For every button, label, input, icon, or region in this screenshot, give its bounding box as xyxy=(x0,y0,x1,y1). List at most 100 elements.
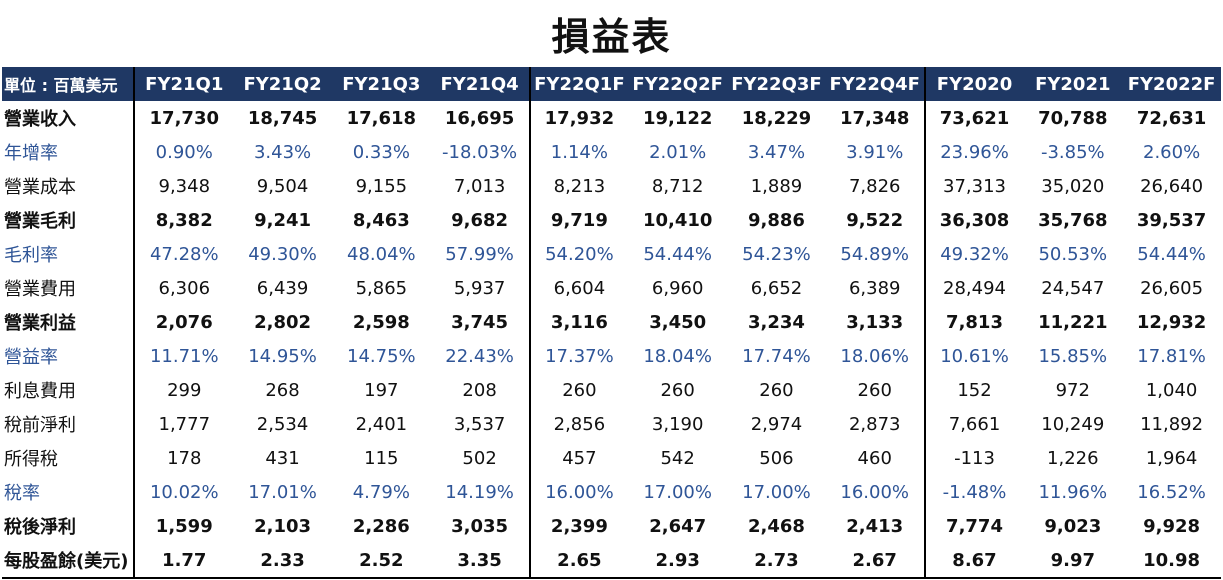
table-cell: 11.96% xyxy=(1038,481,1108,503)
table-cell: 6,652 xyxy=(750,277,803,299)
table-cell: 19,122 xyxy=(642,107,713,129)
table-row: 利息費用 299 268 197 208 260 260 260 260 152 972 1,040 xyxy=(2,373,1221,407)
table-cell: 18.06% xyxy=(825,339,926,373)
table-cell: 48.04% xyxy=(347,243,416,265)
table-cell: -3.85% xyxy=(1040,141,1105,163)
table-cell: 2,076 xyxy=(155,311,213,333)
table-cell: 460 xyxy=(825,441,926,475)
table-cell: 2.67 xyxy=(825,543,926,579)
table-cell: 10,249 xyxy=(1041,413,1105,435)
table-cell: 4.79% xyxy=(352,481,410,503)
table-cell: 9,023 xyxy=(1044,515,1102,537)
table-cell: 17.37% xyxy=(545,345,614,367)
column-header: FY22Q2F xyxy=(628,67,728,101)
table-row: 營業費用 6,306 6,439 5,865 5,937 6,604 6,960 6,652 6… xyxy=(2,271,1221,305)
table-cell: 9,348 xyxy=(158,175,211,197)
table-cell: 36,308 xyxy=(939,209,1010,231)
table-cell: 16.00% xyxy=(825,475,926,509)
table-cell: -1.48% xyxy=(942,481,1007,503)
row-label: 稅後淨利 xyxy=(2,509,136,543)
table-row: 稅前淨利 1,777 2,534 2,401 3,537 2,856 3,190 2,974 2… xyxy=(2,407,1221,441)
table-cell: 10,410 xyxy=(642,209,713,231)
table-cell: 1,889 xyxy=(750,175,803,197)
table-cell: 10.98 xyxy=(1122,543,1221,579)
table-cell: 17.81% xyxy=(1137,345,1206,367)
table-cell: 9,719 xyxy=(550,209,608,231)
table-cell: 39,537 xyxy=(1136,209,1207,231)
table-cell: 9.97 xyxy=(1023,543,1123,579)
table-header-row: 單位 : 百萬美元 FY21Q1 FY21Q2 FY21Q3 FY21Q4 FY… xyxy=(2,67,1221,101)
table-cell: 2,873 xyxy=(825,407,926,441)
table-row: 年增率 0.90% 3.43% 0.33% -18.03% 1.14% 2.01% 3.47%… xyxy=(2,135,1221,169)
table-cell: 49.32% xyxy=(940,243,1009,265)
table-cell: 26,605 xyxy=(1140,277,1204,299)
table-cell: 23.96% xyxy=(940,141,1009,163)
table-cell: 28,494 xyxy=(943,277,1006,299)
table-cell: 8,463 xyxy=(352,209,410,231)
table-cell: 6,389 xyxy=(825,271,926,305)
table-cell: 6,439 xyxy=(256,277,309,299)
table-cell: 2.65 xyxy=(529,543,629,579)
table-cell: 17,932 xyxy=(544,107,615,129)
table-cell: 17.74% xyxy=(742,345,811,367)
row-label: 利息費用 xyxy=(2,373,136,407)
table-cell: 7,826 xyxy=(825,169,926,203)
table-cell: 9,682 xyxy=(430,203,531,237)
table-cell: 73,621 xyxy=(939,107,1010,129)
table-cell: 9,886 xyxy=(747,209,805,231)
column-header: FY21Q3 xyxy=(331,67,431,101)
table-cell: 299 xyxy=(167,379,202,401)
unit-label: 單位 : 百萬美元 xyxy=(2,67,136,101)
table-cell: 70,788 xyxy=(1038,107,1108,129)
table-cell: 8.67 xyxy=(924,543,1024,579)
table-cell: 457 xyxy=(562,447,597,469)
table-cell: 54.44% xyxy=(1137,243,1206,265)
table-cell: 260 xyxy=(759,379,794,401)
table-cell: 2.93 xyxy=(628,543,728,579)
table-cell: 1,226 xyxy=(1047,447,1099,469)
row-label: 營益率 xyxy=(2,339,136,373)
table-cell: 35,020 xyxy=(1041,175,1105,197)
table-cell: 1,777 xyxy=(158,413,211,435)
table-cell: 3,190 xyxy=(651,413,704,435)
table-cell: 11,221 xyxy=(1038,311,1108,333)
table-cell: 17,618 xyxy=(346,107,417,129)
table-cell: 9,241 xyxy=(254,209,312,231)
table-cell: 14.19% xyxy=(430,475,531,509)
table-cell: 16.00% xyxy=(545,481,614,503)
table-cell: 7,013 xyxy=(430,169,531,203)
column-header: FY2020 xyxy=(924,67,1024,101)
column-header: FY2021 xyxy=(1023,67,1123,101)
table-cell: 2.33 xyxy=(233,543,332,579)
row-label: 稅率 xyxy=(2,475,136,509)
table-row: 營業成本 9,348 9,504 9,155 7,013 8,213 8,712 1,889 7… xyxy=(2,169,1221,203)
table-cell: 2.60% xyxy=(1143,141,1201,163)
table-cell: 3,537 xyxy=(430,407,531,441)
table-cell: 11,892 xyxy=(1140,413,1204,435)
table-cell: 2,468 xyxy=(747,515,805,537)
table-cell: 2,103 xyxy=(254,515,312,537)
table-cell: -113 xyxy=(954,447,995,469)
table-cell: 54.20% xyxy=(545,243,614,265)
table-cell: 7,661 xyxy=(948,413,1001,435)
table-cell: 16.52% xyxy=(1137,481,1206,503)
table-cell: 17,348 xyxy=(825,101,926,135)
row-label: 稅前淨利 xyxy=(2,407,136,441)
table-cell: 3.91% xyxy=(825,135,926,169)
table-cell: 3,745 xyxy=(430,305,531,339)
table-cell: 18,229 xyxy=(741,107,812,129)
table-cell: 3,035 xyxy=(430,509,531,543)
table-row: 營業毛利 8,382 9,241 8,463 9,682 9,719 10,410 9,886… xyxy=(2,203,1221,237)
table-cell: 9,155 xyxy=(355,175,408,197)
table-cell: 7,774 xyxy=(946,515,1003,537)
table-cell: 2.01% xyxy=(649,141,707,163)
table-cell: 260 xyxy=(562,379,597,401)
table-cell: 18,745 xyxy=(247,107,318,129)
table-cell: 8,213 xyxy=(553,175,606,197)
table-row: 每股盈餘(美元) 1.77 2.33 2.52 3.35 2.65 2.93 2.73 2.67… xyxy=(2,543,1221,579)
table-cell: 115 xyxy=(364,447,399,469)
table-cell: 47.28% xyxy=(149,243,219,265)
table-cell: 8,712 xyxy=(651,175,704,197)
table-cell: 6,604 xyxy=(553,277,606,299)
table-cell: 17.00% xyxy=(742,481,811,503)
